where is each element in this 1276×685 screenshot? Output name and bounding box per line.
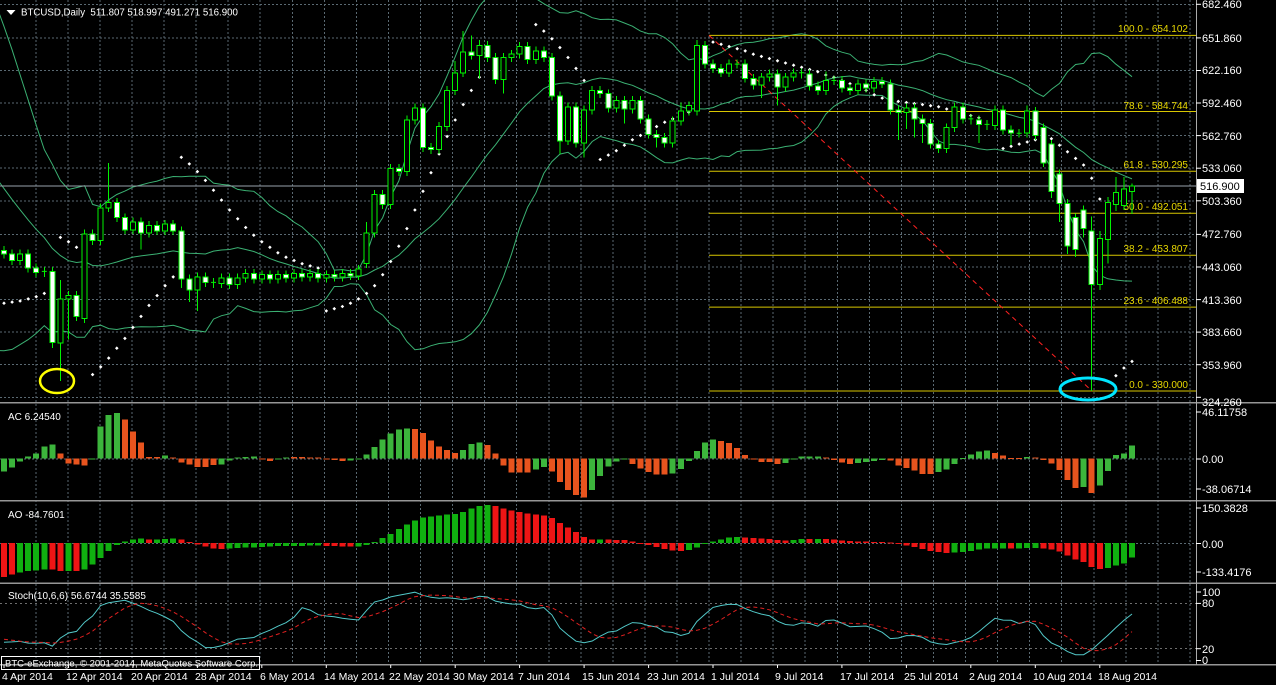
svg-text:4 Apr 2014: 4 Apr 2014 bbox=[2, 671, 53, 683]
svg-text:516.900: 516.900 bbox=[1200, 181, 1240, 193]
svg-text:17 Jul 2014: 17 Jul 2014 bbox=[840, 671, 894, 683]
svg-text:23 Jun 2014: 23 Jun 2014 bbox=[647, 671, 705, 683]
svg-text:562.760: 562.760 bbox=[1202, 131, 1242, 143]
svg-text:Stoch(10,6,6) 56.6744 35.5585: Stoch(10,6,6) 56.6744 35.5585 bbox=[8, 591, 146, 602]
svg-text:353.960: 353.960 bbox=[1202, 360, 1242, 372]
svg-text:10 Aug 2014: 10 Aug 2014 bbox=[1033, 671, 1092, 683]
svg-text:9 Jul 2014: 9 Jul 2014 bbox=[775, 671, 824, 683]
svg-text:7 Jun 2014: 7 Jun 2014 bbox=[518, 671, 570, 683]
svg-text:15 Jun 2014: 15 Jun 2014 bbox=[582, 671, 640, 683]
svg-text:0.00: 0.00 bbox=[1202, 539, 1223, 551]
svg-text:50.0 - 492.051: 50.0 - 492.051 bbox=[1124, 202, 1189, 213]
svg-text:80: 80 bbox=[1202, 598, 1214, 610]
svg-text:46.11758: 46.11758 bbox=[1202, 407, 1247, 419]
svg-text:472.760: 472.760 bbox=[1202, 229, 1242, 241]
svg-text:6 May 2014: 6 May 2014 bbox=[260, 671, 315, 683]
svg-text:AO -84.7601: AO -84.7601 bbox=[8, 510, 65, 521]
svg-text:533.060: 533.060 bbox=[1202, 163, 1242, 175]
svg-text:-133.4176: -133.4176 bbox=[1202, 567, 1252, 579]
svg-text:25 Jul 2014: 25 Jul 2014 bbox=[904, 671, 958, 683]
svg-text:443.060: 443.060 bbox=[1202, 262, 1242, 274]
svg-text:413.360: 413.360 bbox=[1202, 295, 1242, 307]
svg-text:0: 0 bbox=[1202, 655, 1208, 667]
svg-text:20: 20 bbox=[1202, 644, 1214, 656]
svg-text:22 May 2014: 22 May 2014 bbox=[389, 671, 450, 683]
svg-text:1 Jul 2014: 1 Jul 2014 bbox=[711, 671, 760, 683]
svg-text:-38.06714: -38.06714 bbox=[1202, 484, 1252, 496]
svg-text:0.00: 0.00 bbox=[1202, 454, 1223, 466]
svg-text:592.460: 592.460 bbox=[1202, 98, 1242, 110]
svg-text:0.0 - 330.000: 0.0 - 330.000 bbox=[1129, 380, 1188, 391]
svg-text:14 May 2014: 14 May 2014 bbox=[324, 671, 385, 683]
svg-text:61.8 - 530.295: 61.8 - 530.295 bbox=[1124, 160, 1189, 171]
svg-text:AC 6.24540: AC 6.24540 bbox=[8, 412, 61, 423]
svg-text:150.3828: 150.3828 bbox=[1202, 503, 1248, 515]
svg-text:38.2 - 453.807: 38.2 - 453.807 bbox=[1124, 244, 1189, 255]
svg-text:BTCUSD,Daily 511.807 518.997: BTCUSD,Daily 511.807 518.997 491.271 516… bbox=[21, 8, 238, 19]
svg-text:30 May 2014: 30 May 2014 bbox=[453, 671, 514, 683]
svg-text:383.660: 383.660 bbox=[1202, 327, 1242, 339]
svg-text:18 Aug 2014: 18 Aug 2014 bbox=[1098, 671, 1157, 683]
svg-text:2 Aug 2014: 2 Aug 2014 bbox=[969, 671, 1022, 683]
svg-text:622.160: 622.160 bbox=[1202, 65, 1242, 77]
svg-text:100: 100 bbox=[1202, 587, 1220, 599]
svg-text:BTC-eExchange, © 2001-2014, Me: BTC-eExchange, © 2001-2014, MetaQuotes S… bbox=[5, 659, 258, 670]
svg-text:28 Apr 2014: 28 Apr 2014 bbox=[195, 671, 252, 683]
svg-text:682.460: 682.460 bbox=[1202, 0, 1242, 11]
svg-text:503.360: 503.360 bbox=[1202, 196, 1242, 208]
svg-text:12 Apr 2014: 12 Apr 2014 bbox=[66, 671, 123, 683]
svg-text:78.6 - 584.744: 78.6 - 584.744 bbox=[1124, 101, 1189, 112]
svg-text:324.260: 324.260 bbox=[1202, 397, 1242, 409]
svg-text:651.860: 651.860 bbox=[1202, 33, 1242, 45]
svg-text:23.6 - 406.488: 23.6 - 406.488 bbox=[1124, 296, 1189, 307]
svg-text:20 Apr 2014: 20 Apr 2014 bbox=[131, 671, 188, 683]
svg-text:100.0 - 654.102: 100.0 - 654.102 bbox=[1118, 24, 1188, 35]
